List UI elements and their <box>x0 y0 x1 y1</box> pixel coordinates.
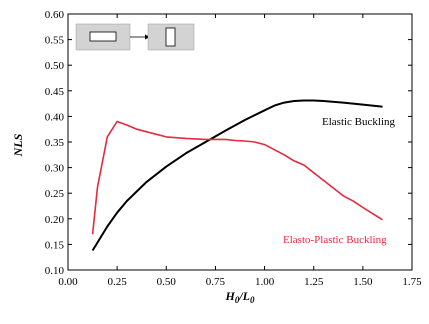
x-tick-label: 0.75 <box>206 276 226 288</box>
y-tick-label: 0.45 <box>45 86 65 98</box>
elastic-buckling-label: Elastic Buckling <box>322 116 396 128</box>
y-axis-title: NLS <box>11 133 25 157</box>
rectangle-to-rectangle-transition-icon <box>75 23 195 51</box>
x-tick-label: 0.00 <box>58 276 78 288</box>
x-tick-label: 1.25 <box>304 276 324 288</box>
y-tick-label: 0.40 <box>45 111 65 123</box>
elasto-plastic-buckling-label: Elasto-Plastic Buckling <box>283 234 387 246</box>
plot-frame <box>67 13 413 271</box>
y-tick-label: 0.25 <box>45 188 65 200</box>
series-line-elastic <box>91 99 383 252</box>
x-tick-label: 0.25 <box>108 276 128 288</box>
y-tick-label: 0.35 <box>45 137 65 149</box>
y-tick-label: 0.50 <box>45 60 65 72</box>
series-line-elasto-plastic <box>91 120 383 235</box>
y-tick-label: 0.60 <box>45 9 65 21</box>
y-tick-label: 0.20 <box>45 214 65 226</box>
x-tick-label: 1.75 <box>402 276 422 288</box>
x-tick-label: 0.50 <box>157 276 177 288</box>
x-axis: 0.00 0.25 0.50 0.75 1.00 1.25 1.50 1.75 <box>58 14 422 288</box>
y-tick-label: 0.30 <box>45 163 65 175</box>
x-tick-label: 1.50 <box>353 276 373 288</box>
y-axis: 0.10 0.15 0.20 0.25 0.30 0.35 0.40 0.45 0.50 0.55… <box>45 9 412 277</box>
y-tick-label: 0.10 <box>45 265 65 277</box>
series-group <box>91 99 383 252</box>
x-axis-title: H0/L0 <box>224 289 255 305</box>
y-tick-label: 0.55 <box>45 35 65 47</box>
x-tick-label: 1.00 <box>255 276 275 288</box>
y-tick-label: 0.15 <box>45 239 65 251</box>
